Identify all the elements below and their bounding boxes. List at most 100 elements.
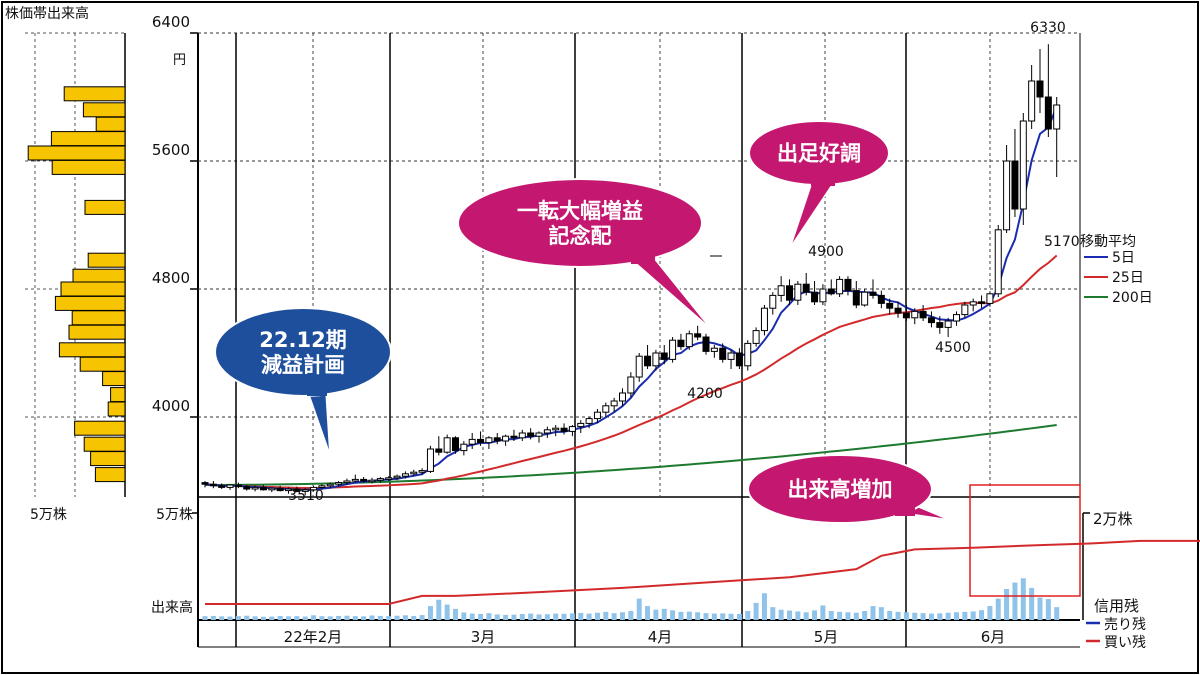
volume-bar: [519, 614, 525, 620]
candle-body: [836, 278, 844, 295]
candle-body: [310, 486, 318, 491]
volume-bar: [494, 614, 500, 620]
volume-bar: [277, 615, 283, 620]
volume-profile-bar: [54, 295, 126, 311]
volume-bar: [427, 606, 433, 620]
candle-body: [986, 293, 994, 304]
earnings-callout-line: 記念配: [549, 224, 612, 248]
volume-bar: [244, 615, 250, 620]
volume-bar: [803, 612, 809, 620]
volume-bar: [311, 615, 317, 620]
profile-title: 株価帯出来高: [5, 5, 89, 22]
sales-callout-joint: [811, 172, 835, 186]
earnings-callout-line: 一転大幅増益: [517, 199, 643, 223]
volume-profile-bar: [107, 401, 126, 417]
volume-bar: [745, 611, 751, 620]
candle-body: [251, 486, 259, 490]
candle-body: [978, 301, 986, 304]
margin-unit-label: 2万株: [1093, 510, 1133, 528]
candle-body: [752, 330, 760, 344]
candle-body: [218, 485, 226, 488]
volume-profile-bar: [83, 436, 126, 452]
volume-bar: [853, 612, 859, 620]
volume-bar: [720, 613, 726, 620]
volume-bar: [352, 616, 358, 620]
volume-bar: [862, 611, 868, 620]
candle-body: [1028, 80, 1036, 122]
candle-body: [677, 339, 685, 348]
candle-body: [861, 291, 869, 306]
volume-bar: [503, 614, 509, 620]
candle-body: [735, 352, 743, 367]
volume-bar: [678, 611, 684, 620]
candle-body: [727, 352, 735, 360]
candle-body: [418, 470, 426, 473]
volume-bar: [645, 606, 651, 620]
volume-bar: [620, 612, 625, 620]
candle-body: [577, 422, 585, 428]
volume-bar: [210, 615, 216, 620]
volume-bar: [227, 616, 233, 620]
candle-body: [694, 333, 702, 338]
volume-bar: [795, 611, 801, 620]
candle-body: [961, 304, 969, 316]
candle-body: [927, 317, 935, 324]
price-tick-label: 4800: [152, 269, 190, 287]
volume-bar: [553, 613, 559, 620]
candle-body: [276, 487, 284, 492]
candle-body: [568, 426, 576, 432]
candle-body: [602, 405, 610, 413]
volume-profile-bar: [63, 86, 126, 102]
volume-bar: [912, 612, 918, 620]
volume-bar: [486, 613, 492, 620]
volume-bar: [377, 615, 383, 620]
candle-body: [226, 484, 234, 488]
candle-body: [627, 376, 635, 394]
low-label-4500: 4500: [935, 340, 971, 356]
candle-body: [635, 355, 643, 378]
candle-body: [368, 479, 376, 483]
candle-body: [493, 437, 501, 442]
volume-bar: [1020, 578, 1026, 620]
candle-body: [802, 283, 810, 293]
volume-callout-bubble: [747, 454, 933, 524]
volume-profile-bar: [50, 131, 126, 147]
volume-profile-bar: [51, 159, 126, 175]
volume-bar: [728, 613, 734, 620]
guidance-callout-bubble: [214, 307, 392, 397]
volume-bar: [511, 614, 517, 620]
volume-bar: [402, 615, 408, 620]
volume-bar: [962, 611, 968, 620]
candle-body: [886, 302, 894, 309]
candle-body: [243, 486, 251, 490]
volume-profile-bar: [58, 342, 126, 358]
volume-unit-label: 5万株: [156, 507, 193, 523]
candle-body: [936, 322, 944, 328]
volume-bar: [670, 610, 676, 620]
volume-bar: [887, 611, 893, 620]
candle-body: [619, 392, 626, 402]
volume-bar: [469, 613, 475, 620]
month-label: 3月: [471, 628, 496, 646]
candle-body: [786, 285, 793, 301]
candle-body: [644, 355, 652, 367]
volume-bar: [603, 611, 609, 620]
candle-body: [343, 480, 351, 484]
earnings-callout-bubble: [457, 178, 703, 268]
candle-body: [852, 290, 860, 306]
volume-profile-bar: [74, 420, 126, 436]
price-tick-label: 6400: [152, 13, 190, 31]
volume-bar: [903, 612, 909, 620]
guidance-callout-joint: [307, 382, 327, 396]
volume-bar: [344, 615, 350, 620]
candle-body: [293, 488, 301, 492]
candle-body: [209, 483, 217, 487]
candle-body: [844, 278, 852, 292]
volume-bar: [920, 613, 926, 620]
volume-bar: [436, 599, 442, 620]
volume-bar: [761, 593, 767, 620]
candle-body: [769, 294, 777, 309]
candle-body: [819, 288, 827, 303]
candle-body: [1036, 80, 1044, 98]
